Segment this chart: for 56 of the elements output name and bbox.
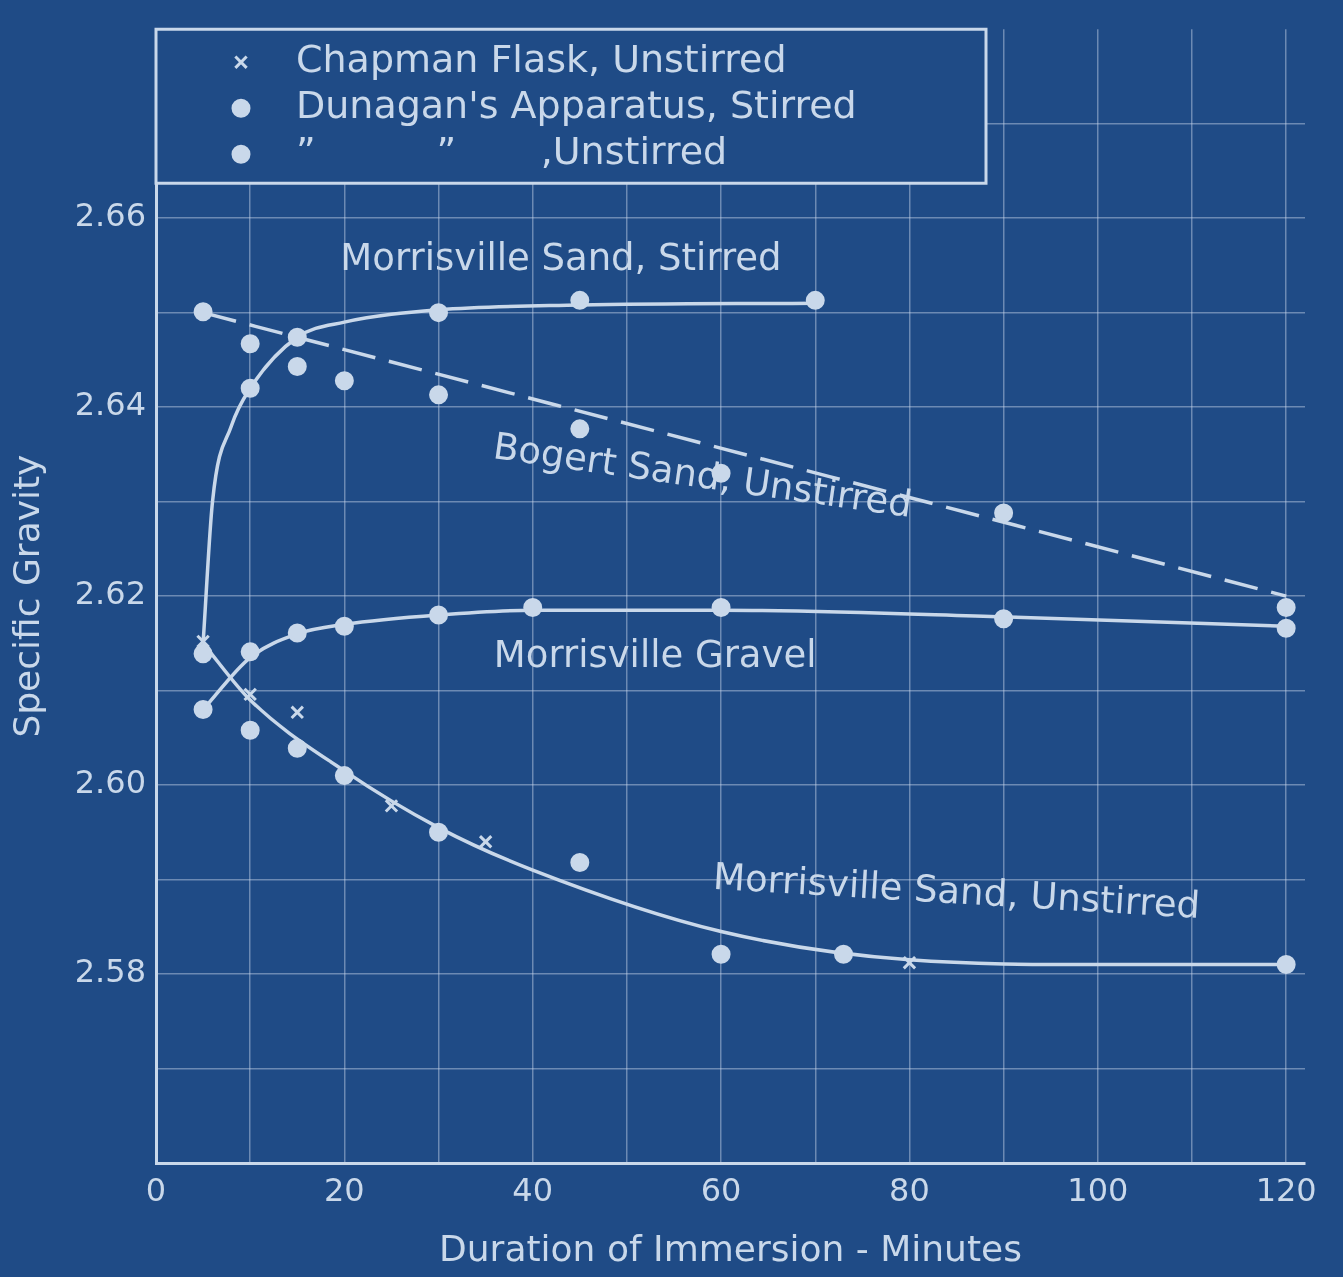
point: [523, 597, 543, 617]
x-tick-label: 80: [889, 1170, 930, 1209]
x-axis-title: Duration of Immersion - Minutes: [439, 1227, 1022, 1269]
point: [334, 616, 354, 636]
legend-label: Dunagan's Apparatus, Stirred: [296, 83, 857, 128]
point: [570, 853, 590, 873]
y-axis-title: Specific Gravity: [5, 454, 47, 738]
legend-label: ” ” ,Unstirred: [296, 129, 728, 174]
x-tick-label: 60: [700, 1170, 742, 1209]
point: [193, 302, 213, 322]
point: [193, 699, 213, 719]
y-tick-label: 2.66: [74, 196, 146, 235]
point: [287, 623, 307, 643]
point: [240, 720, 260, 740]
point: [243, 687, 258, 702]
point: [334, 766, 354, 786]
point: [902, 955, 917, 970]
point: [334, 371, 354, 391]
x-tick-label: 120: [1255, 1170, 1317, 1209]
point: [290, 705, 305, 720]
point: [287, 357, 307, 377]
y-tick-label: 2.58: [74, 952, 146, 991]
point: [384, 798, 399, 814]
legend-label: Chapman Flask, Unstirred: [296, 37, 787, 82]
point: [429, 822, 449, 842]
point: [287, 327, 307, 347]
point: [240, 378, 260, 398]
point: [994, 503, 1014, 523]
y-tick-label: 2.64: [74, 385, 146, 424]
x-tick-label: 40: [512, 1170, 554, 1209]
point: [195, 634, 211, 649]
point: [429, 605, 449, 625]
x-tick-label: 0: [145, 1170, 167, 1209]
point: [287, 738, 307, 758]
point: [994, 609, 1014, 629]
annotation: Morrisville Sand, Unstirred: [712, 854, 1202, 927]
y-tick-label: 2.60: [74, 763, 146, 802]
point: [570, 290, 590, 310]
point: [478, 834, 493, 849]
point: [193, 644, 213, 664]
point: [805, 290, 825, 310]
point: [429, 385, 449, 405]
point: [240, 334, 260, 354]
point: [1276, 618, 1296, 638]
point: [1276, 597, 1296, 617]
y-tick-label: 2.62: [74, 574, 146, 613]
point: [711, 944, 731, 964]
annotation: Morrisville Gravel: [493, 633, 817, 677]
x-tick-label: 20: [324, 1170, 365, 1209]
point: [834, 944, 854, 964]
x-tick-label: 100: [1067, 1170, 1129, 1209]
point: [711, 597, 731, 617]
annotation: Morrisville Sand, Stirred: [340, 236, 782, 280]
point: [240, 642, 260, 662]
point: [1276, 955, 1296, 975]
point: [429, 303, 449, 323]
